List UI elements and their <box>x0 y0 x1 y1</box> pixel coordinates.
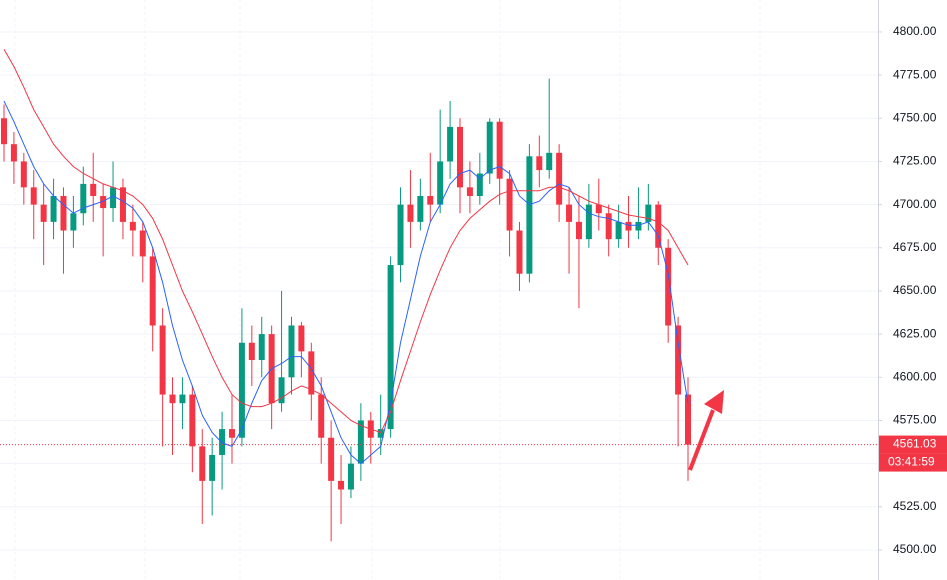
last-price-label: 4561.03 <box>893 437 937 451</box>
candle-body <box>566 204 573 222</box>
candle-body <box>248 342 255 361</box>
candle-body <box>30 187 37 205</box>
candle-body <box>625 221 632 231</box>
candle-body <box>397 204 404 266</box>
candle-body <box>80 183 87 214</box>
candle-body <box>238 342 245 438</box>
candle-body <box>110 187 117 209</box>
candle-body <box>556 152 563 205</box>
candle-body <box>417 195 424 222</box>
candle-body <box>536 156 543 171</box>
candle-body <box>139 230 146 257</box>
y-tick-label: 4725.00 <box>893 154 937 168</box>
candle-body <box>258 334 265 361</box>
candle-body <box>60 195 67 231</box>
candle-body <box>387 265 394 430</box>
candle-body <box>70 213 77 231</box>
countdown-label: 03:41:59 <box>888 455 935 469</box>
candle-body <box>298 325 305 352</box>
moving-average-line <box>3 48 689 434</box>
candle-body <box>308 351 315 395</box>
candle-body <box>496 121 503 179</box>
candle-body <box>675 325 682 395</box>
candle-body <box>486 121 493 174</box>
candle-body <box>595 204 602 214</box>
candle-body <box>229 429 235 438</box>
candle-body <box>645 204 652 222</box>
grid <box>0 31 878 551</box>
candle-body <box>179 394 186 404</box>
candle-body <box>665 247 672 326</box>
moving-average-line <box>3 100 689 465</box>
y-tick-label: 4700.00 <box>893 197 937 211</box>
candle-body <box>50 195 57 222</box>
y-tick-label: 4750.00 <box>893 110 937 124</box>
candle-body <box>338 480 345 490</box>
candles <box>1 78 691 542</box>
candle-body <box>219 429 226 455</box>
candle-body <box>40 204 47 222</box>
y-tick-label: 4575.00 <box>893 413 937 427</box>
candle-body <box>437 161 444 205</box>
countdown-tag <box>879 453 947 472</box>
vertical-grid <box>14 0 761 580</box>
candle-body <box>199 446 206 481</box>
candle-body <box>318 394 325 438</box>
candle-body <box>288 325 295 378</box>
candle-body <box>189 394 196 447</box>
candle-body <box>427 195 434 205</box>
y-tick-label: 4775.00 <box>893 67 937 81</box>
y-tick-label: 4675.00 <box>893 240 937 254</box>
candle-body <box>407 204 414 222</box>
candle-body <box>159 325 166 395</box>
candle-body <box>526 156 533 274</box>
candle-body <box>119 187 126 222</box>
y-tick-label: 4800.00 <box>893 24 937 38</box>
y-tick-label: 4625.00 <box>893 326 937 340</box>
candle-body <box>100 195 107 209</box>
candle-body <box>506 178 513 231</box>
y-tick-label: 4525.00 <box>893 499 937 513</box>
candle-body <box>575 221 582 240</box>
candle-body <box>169 394 176 404</box>
candle-body <box>546 152 553 171</box>
candle-body <box>90 183 97 196</box>
last-price-tag <box>879 435 947 454</box>
candle-body <box>685 394 691 445</box>
y-tick-label: 4500.00 <box>893 542 937 556</box>
candle-body <box>377 429 384 438</box>
candle-body <box>149 256 156 326</box>
candle-body <box>20 161 27 188</box>
candle-body <box>347 463 354 490</box>
candle-body <box>585 204 592 240</box>
candle-body <box>357 420 364 464</box>
candle-body <box>476 173 483 196</box>
candle-body <box>447 126 454 162</box>
candle-body <box>278 377 285 404</box>
candle-body <box>466 187 473 196</box>
y-tick-label: 4600.00 <box>893 369 937 383</box>
candle-body <box>516 230 523 274</box>
candle-body <box>605 213 612 240</box>
candle-body <box>635 221 642 231</box>
candle-body <box>655 204 662 248</box>
candle-body <box>129 221 136 231</box>
candle-body <box>328 437 335 481</box>
annotation-arrowhead <box>704 390 724 414</box>
candle-body <box>10 144 17 162</box>
annotation-arrow <box>688 409 715 471</box>
candle-body <box>457 126 463 188</box>
candle-body <box>209 454 216 481</box>
candle-body <box>615 221 622 240</box>
y-tick-label: 4650.00 <box>893 283 937 297</box>
candle-body <box>1 118 7 145</box>
